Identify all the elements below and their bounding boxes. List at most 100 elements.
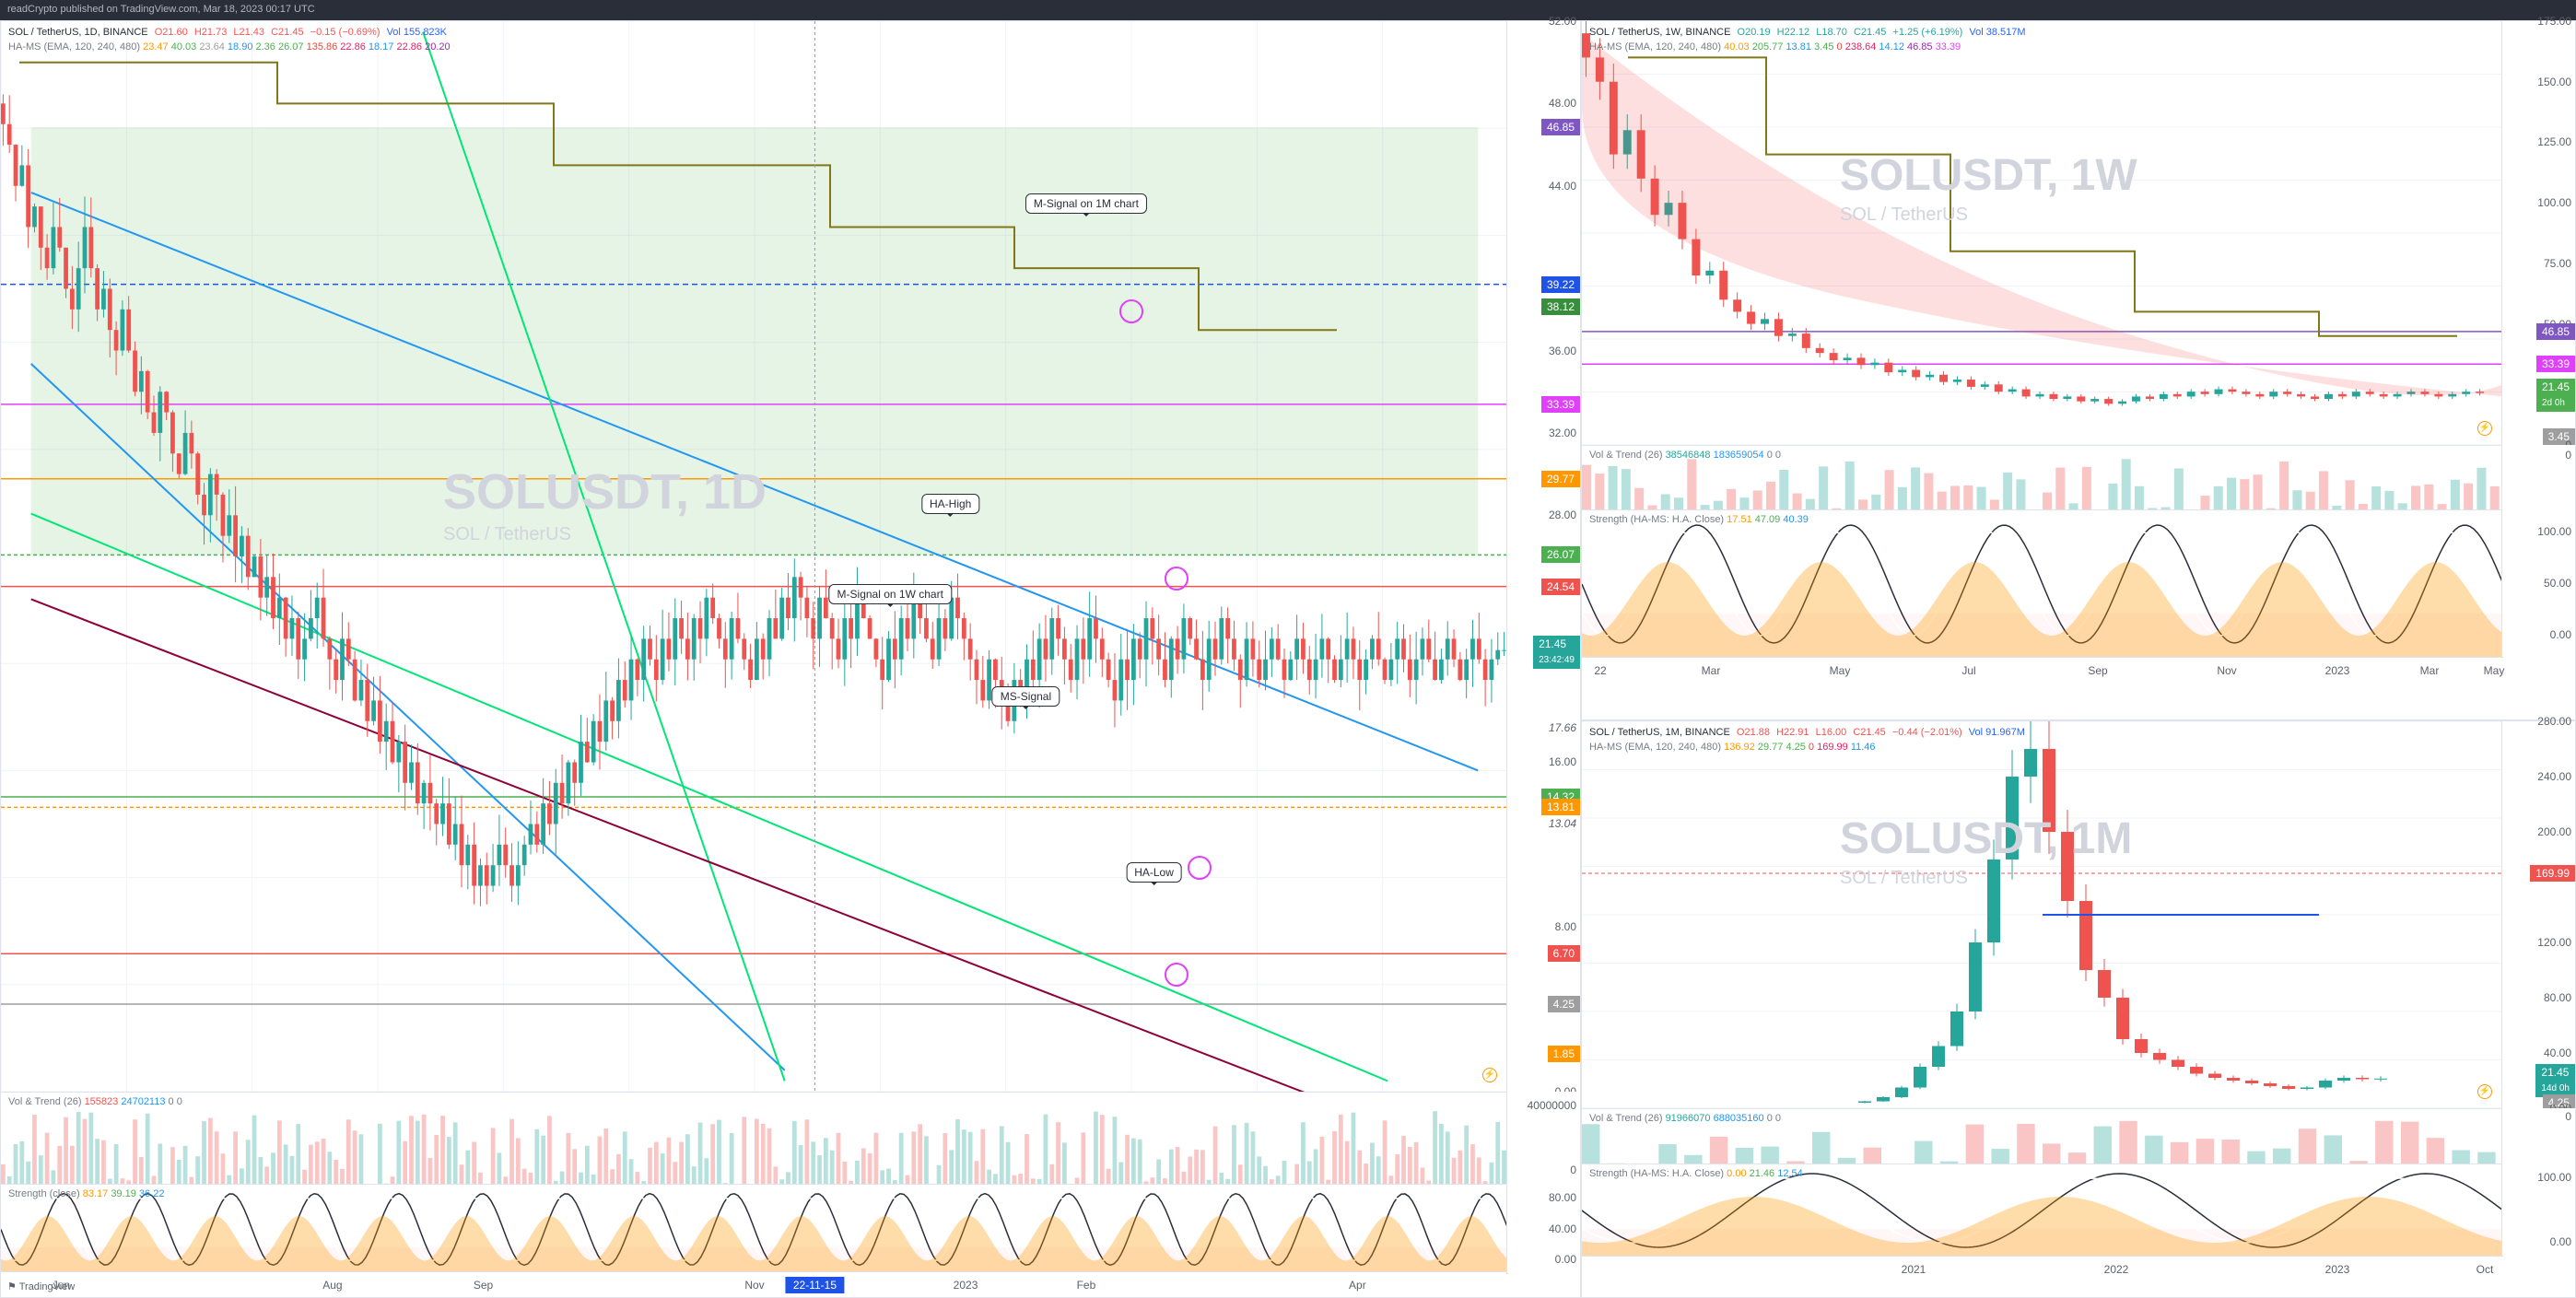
week-watermark-sub: SOL / TetherUS xyxy=(1840,205,2137,226)
week-watermark: SOLUSDT, 1W SOL / TetherUS xyxy=(1840,150,2137,226)
strength-panel-daily[interactable]: Strength (close) 83.17 39.19 36.22 xyxy=(1,1184,1506,1273)
time-axis-label: Oct xyxy=(2476,1263,2494,1276)
price-axis-label: 29.77 xyxy=(1541,471,1580,487)
subpanel-axis-label: 0.00 xyxy=(2550,1235,2571,1248)
str-axis-daily: 80.0040.000.00 xyxy=(1506,1184,1580,1273)
str-panel-monthly[interactable]: Strength (HA-MS: H.A. Close) 0.00 21.46 … xyxy=(1582,1164,2501,1256)
chart-panel-daily[interactable]: SOLUSDT, 1D SOL / TetherUS SOL / TetherU… xyxy=(0,20,1581,1298)
time-axis-label: 2021 xyxy=(1902,1263,1926,1276)
chart-callout: HA-Low xyxy=(1126,862,1182,883)
price-axis-label: 46.85 xyxy=(1541,119,1580,135)
vol-panel-weekly[interactable]: Vol & Trend (26) 38546848 183659054 0 0 xyxy=(1582,445,2501,509)
week-str-svg xyxy=(1582,510,2503,658)
time-axis-label: Mar xyxy=(2420,664,2440,677)
price-axis-label: 13.04 xyxy=(1549,817,1576,830)
subpanel-axis-label: 0 xyxy=(2565,1110,2571,1123)
price-axis-label: 125.00 xyxy=(2537,135,2571,148)
chart-callout: M-Signal on 1W chart xyxy=(829,584,952,604)
price-axis-label: 8.00 xyxy=(1555,920,1576,933)
month-ind[interactable]: HA-MS (EMA, 120, 240, 480) 136.92 29.77 … xyxy=(1589,742,1876,753)
price-axis-label: 120.00 xyxy=(2537,936,2571,949)
chart-panel-weekly[interactable]: SOLUSDT, 1W SOL / TetherUS SOL / TetherU… xyxy=(1581,20,2576,720)
month-watermark-pair: SOLUSDT, 1M xyxy=(1840,813,2132,864)
month-vol-title: Vol & Trend (26) 91966070 688035160 0 0 xyxy=(1589,1113,1781,1124)
price-axis-label: 240.00 xyxy=(2537,770,2571,783)
publish-text: readCrypto published on TradingView.com,… xyxy=(7,4,315,15)
price-axis-label: 6.70 xyxy=(1548,945,1580,962)
price-axis-label: 169.99 xyxy=(2530,865,2575,882)
subpanel-axis-label: 40000000 xyxy=(1528,1099,1576,1112)
price-axis-label: 46.85 xyxy=(2536,323,2575,340)
time-axis-label: Sep xyxy=(474,1279,493,1292)
week-str-title: Strength (HA-MS: H.A. Close) 17.51 47.09… xyxy=(1589,514,1809,525)
price-axis-label: 33.39 xyxy=(2536,356,2575,372)
subpanel-axis-label: 100.00 xyxy=(2537,1171,2571,1184)
vol-panel-monthly[interactable]: Vol & Trend (26) 91966070 688035160 0 0 xyxy=(1582,1108,2501,1164)
lightning-icon: ⚡ xyxy=(1482,1068,1497,1082)
price-axis-label: 100.00 xyxy=(2537,196,2571,209)
price-axis-label: 40.00 xyxy=(2544,1047,2571,1059)
indicator-values-line[interactable]: HA-MS (EMA, 120, 240, 480) 23.47 40.03 2… xyxy=(8,41,451,53)
week-chart-svg xyxy=(1582,21,2503,445)
subpanel-axis-label: 0.00 xyxy=(2550,628,2571,641)
time-axis-daily[interactable]: JunAugSepNov2023FebApr22-11-15 xyxy=(1,1271,1506,1297)
time-axis-label: May xyxy=(2484,664,2505,677)
month-price-chart[interactable]: SOLUSDT, 1M SOL / TetherUS SOL / TetherU… xyxy=(1582,721,2501,1108)
lightning-icon: ⚡ xyxy=(2477,1084,2492,1099)
subpanel-axis-label: 50.00 xyxy=(2544,577,2571,590)
week-ind[interactable]: HA-MS (EMA, 120, 240, 480) 40.03 205.77 … xyxy=(1589,41,1961,53)
price-axis-label: 175.00 xyxy=(2537,15,2571,28)
week-price-chart[interactable]: SOLUSDT, 1W SOL / TetherUS SOL / TetherU… xyxy=(1582,21,2501,445)
time-axis-label: 2023 xyxy=(2325,664,2350,677)
month-ohlc[interactable]: SOL / TetherUS, 1M, BINANCE O21.88 H22.9… xyxy=(1589,727,2029,738)
time-axis-label: Mar xyxy=(1702,664,1721,677)
symbol-ohlc-line[interactable]: SOL / TetherUS, 1D, BINANCE O21.60 H21.7… xyxy=(8,27,451,38)
str-panel-weekly[interactable]: Strength (HA-MS: H.A. Close) 17.51 47.09… xyxy=(1582,509,2501,657)
price-axis-label: 33.39 xyxy=(1541,396,1580,413)
str-title: Strength (close) 83.17 39.19 36.22 xyxy=(8,1188,164,1199)
time-axis-label: 2023 xyxy=(954,1279,978,1292)
price-axis-label: 200.00 xyxy=(2537,825,2571,838)
volume-panel-daily[interactable]: Vol & Trend (26) 155823 24702113 0 0 xyxy=(1,1092,1506,1184)
time-axis-label: Jul xyxy=(1961,664,1975,677)
price-axis-label: 1.85 xyxy=(1548,1046,1580,1062)
strength-svg xyxy=(1,1185,1508,1274)
price-axis-label: 16.00 xyxy=(1549,755,1576,768)
price-axis-label: 52.00 xyxy=(1549,15,1576,28)
price-axis-label: 21.4523:42:49 xyxy=(1533,636,1580,669)
price-axis-label: 21.4514d 0h xyxy=(2535,1064,2575,1097)
price-axis-label: 38.12 xyxy=(1541,298,1580,315)
time-axis-label: May xyxy=(1830,664,1851,677)
main-price-chart[interactable]: SOLUSDT, 1D SOL / TetherUS SOL / TetherU… xyxy=(1,21,1506,1092)
subpanel-axis-label: 0 xyxy=(1570,1164,1576,1176)
subpanel-axis-label: 40.00 xyxy=(1549,1222,1576,1235)
vol-axis-daily: 40000000 0 xyxy=(1506,1092,1580,1184)
chart-panel-monthly[interactable]: SOLUSDT, 1M SOL / TetherUS SOL / TetherU… xyxy=(1581,720,2576,1298)
week-vol-axis: 0 xyxy=(2501,445,2575,509)
time-axis-label: 2023 xyxy=(2325,1263,2350,1276)
month-chart-svg xyxy=(1582,721,2503,1108)
price-axis-label: 39.22 xyxy=(1541,276,1580,293)
chart-callout: MS-Signal xyxy=(992,686,1060,707)
chart-circle-marker xyxy=(1119,299,1143,323)
price-axis-label: 4.25 xyxy=(1548,996,1580,1012)
month-watermark: SOLUSDT, 1M SOL / TetherUS xyxy=(1840,813,2132,889)
time-axis-weekly[interactable]: 22MarMayJulSepNov2023MarMay xyxy=(1582,657,2501,683)
time-axis-label: Apr xyxy=(1349,1279,1366,1292)
chart-callout: HA-High xyxy=(921,494,979,514)
price-chart-svg xyxy=(1,21,1508,1092)
watermark-pair: SOLUSDT, 1D xyxy=(443,463,767,520)
price-axis-monthly[interactable]: 280.00240.00200.00169.99120.0080.0040.00… xyxy=(2501,721,2575,1108)
time-axis-monthly[interactable]: 202120222023Oct xyxy=(1582,1256,2501,1281)
price-axis-label: 75.00 xyxy=(2544,257,2571,270)
price-axis-weekly[interactable]: 175.00150.00125.00100.0075.0050.0046.853… xyxy=(2501,21,2575,445)
price-axis-label: 80.00 xyxy=(2544,991,2571,1004)
price-axis-daily[interactable]: 52.0048.0046.8544.0039.2238.1236.0033.39… xyxy=(1506,21,1580,1092)
tradingview-logo: ⚑ TradingView xyxy=(7,1280,75,1292)
watermark-sub: SOL / TetherUS xyxy=(443,524,767,545)
week-str-axis: 100.0050.000.00 xyxy=(2501,509,2575,657)
price-axis-label: 32.00 xyxy=(1549,427,1576,439)
price-axis-label: 280.00 xyxy=(2537,715,2571,728)
week-ohlc[interactable]: SOL / TetherUS, 1W, BINANCE O20.19 H22.1… xyxy=(1589,27,2030,38)
time-axis-flag: 22-11-15 xyxy=(786,1277,844,1293)
